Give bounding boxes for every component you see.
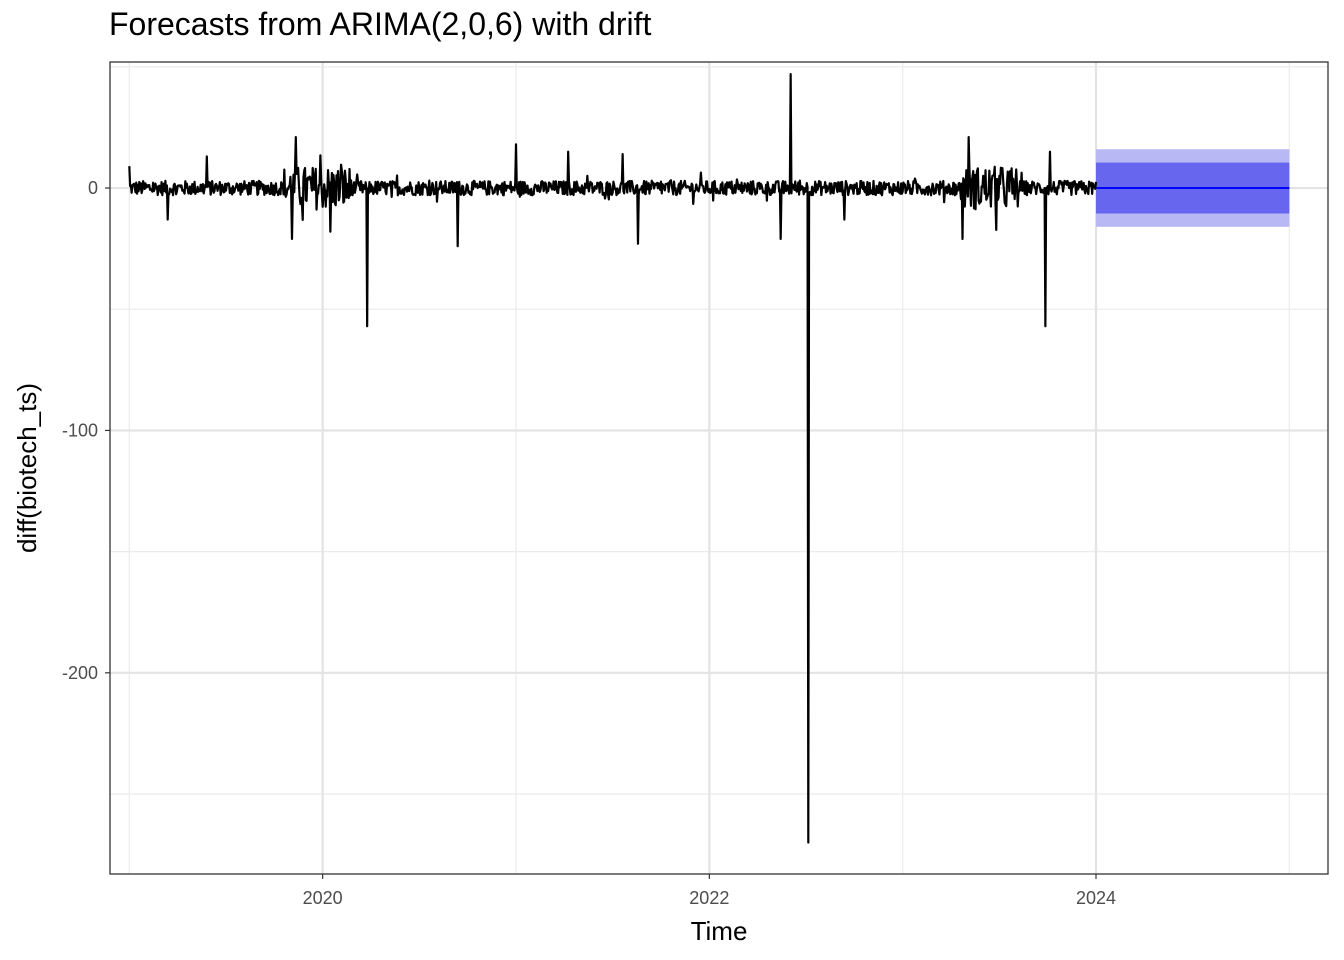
x-tick-label: 2022	[689, 888, 729, 908]
y-tick-label: -200	[62, 663, 98, 683]
x-axis: 2020 2022 2024	[303, 874, 1116, 908]
x-tick-label: 2020	[303, 888, 343, 908]
observed-series-line	[128, 73, 1098, 844]
y-tick-label: -100	[62, 420, 98, 440]
chart-title: Forecasts from ARIMA(2,0,6) with drift	[109, 6, 652, 42]
observed-series-layer	[128, 73, 1098, 844]
y-tick-label: 0	[88, 178, 98, 198]
panel-border	[109, 61, 1329, 875]
forecast-layer	[1096, 149, 1290, 227]
x-tick-label: 2024	[1076, 888, 1116, 908]
x-axis-title: Time	[691, 916, 748, 946]
y-axis-title: diff(biotech_ts)	[12, 383, 42, 553]
y-axis: 0 -100 -200	[62, 178, 110, 683]
